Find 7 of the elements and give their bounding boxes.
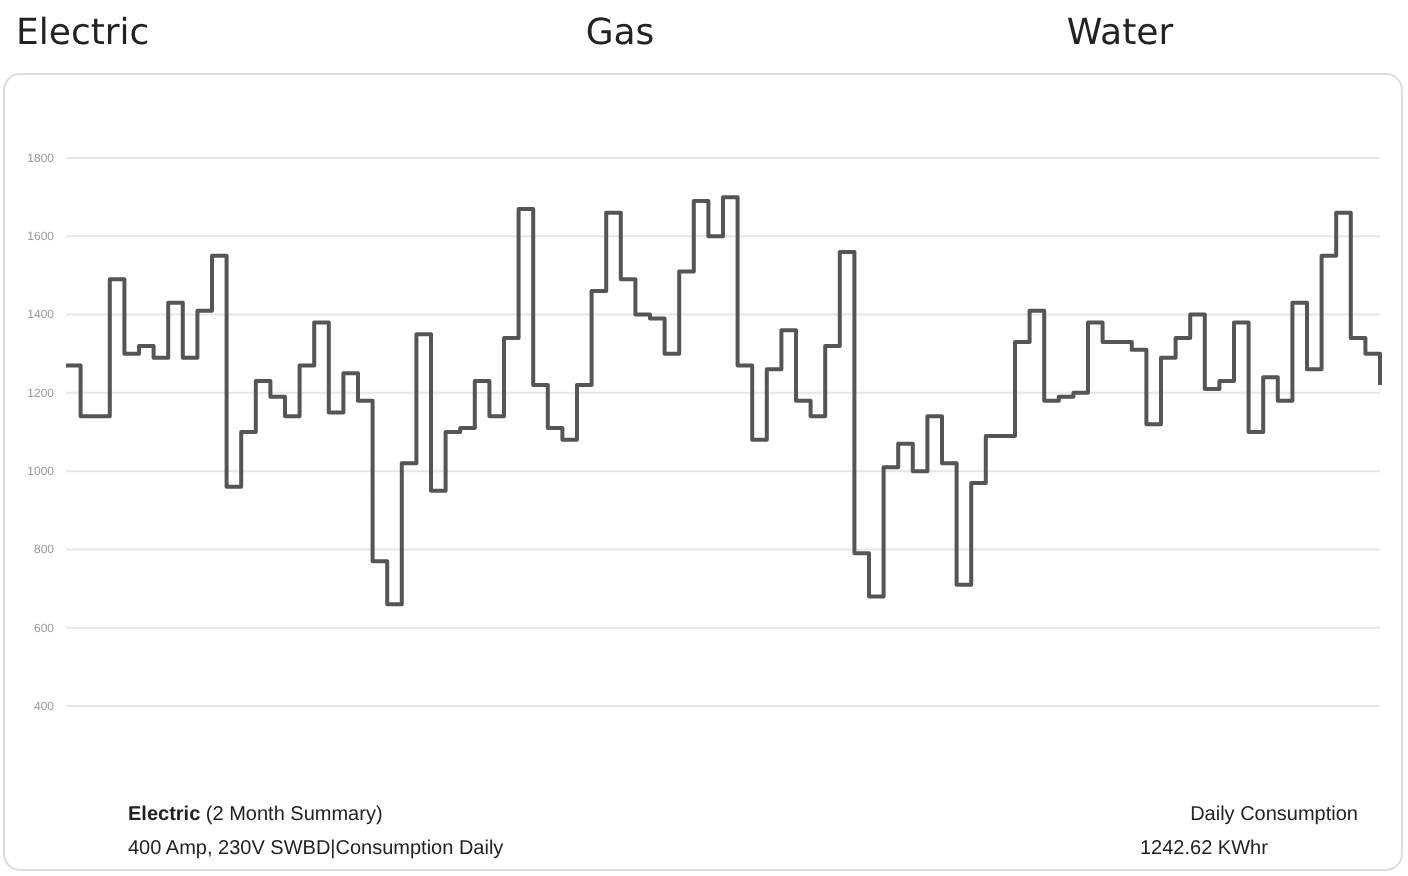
- text: Gas: [585, 12, 655, 54]
- text: 400 Amp, 230V SWBD|Consumption Daily: [128, 838, 504, 860]
- text: Water: [1066, 12, 1175, 54]
- text: Electric (2 Month Summary): [128, 804, 383, 826]
- text: Daily Consumption: [1190, 804, 1358, 826]
- text: Electric: [16, 12, 150, 54]
- text: 1242.62 KWhr: [1140, 838, 1270, 860]
